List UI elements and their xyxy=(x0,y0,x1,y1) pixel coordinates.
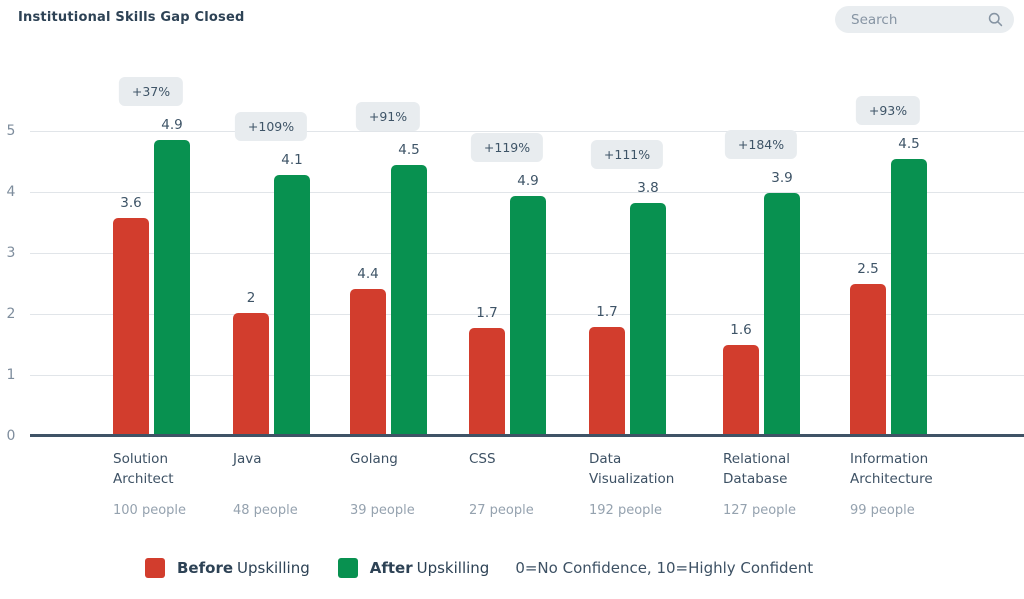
y-axis-tick-label: 5 xyxy=(6,123,16,139)
bar-after-upskilling xyxy=(764,193,800,436)
legend-label: After xyxy=(369,559,413,577)
grid-line xyxy=(30,192,1024,193)
chart-legend: Before Upskilling After Upskilling 0=No … xyxy=(145,558,813,578)
after-color-swatch xyxy=(337,558,358,578)
bar-before-upskilling xyxy=(350,288,386,436)
gain-badge: +119% xyxy=(470,133,544,163)
bar-value-label: 1.6 xyxy=(730,322,752,339)
y-axis-tick-label: 4 xyxy=(6,184,16,200)
bar-value-label: 1.7 xyxy=(596,303,618,320)
category-label: CSS xyxy=(469,451,496,467)
bar-value-label: 4.5 xyxy=(398,141,420,158)
bar-before-upskilling xyxy=(113,218,149,436)
bar-value-label: 3.8 xyxy=(637,179,659,196)
search-box[interactable] xyxy=(835,6,1014,33)
bar-value-label: 2 xyxy=(246,289,256,306)
category-label: Data Visualization xyxy=(589,451,675,487)
bar-after-upskilling xyxy=(274,174,310,436)
bar-value-label: 1.7 xyxy=(476,305,498,322)
bar-value-label: 4.1 xyxy=(281,151,303,168)
y-axis-tick-label: 0 xyxy=(6,428,16,444)
people-count: 27 people xyxy=(469,503,534,518)
legend-item-after: After Upskilling xyxy=(337,558,490,578)
gain-badge: +93% xyxy=(855,96,921,126)
grid-line xyxy=(30,131,1024,132)
bar-before-upskilling xyxy=(850,284,886,436)
category-label: Solution Architect xyxy=(113,451,174,487)
bar-value-label: 3.9 xyxy=(771,170,793,187)
bar-before-upskilling xyxy=(723,345,759,436)
bar-after-upskilling xyxy=(630,202,666,436)
legend-label: Before xyxy=(177,559,234,577)
legend-label: Upskilling xyxy=(237,559,310,577)
category-label: Relational Database xyxy=(723,451,790,487)
gain-badge: +111% xyxy=(590,139,664,169)
bar-before-upskilling xyxy=(233,312,269,436)
bar-after-upskilling xyxy=(391,164,427,436)
legend-label: Upskilling xyxy=(416,559,490,577)
bar-value-label: 3.6 xyxy=(120,195,142,212)
bar-before-upskilling xyxy=(589,326,625,436)
bar-before-upskilling xyxy=(469,328,505,436)
people-count: 100 people xyxy=(113,503,187,518)
gain-badge: +184% xyxy=(724,130,798,160)
bar-value-label: 4.5 xyxy=(898,136,920,153)
y-axis-tick-label: 2 xyxy=(6,306,16,322)
page-title: Institutional Skills Gap Closed xyxy=(18,10,245,25)
bar-value-label: 4.9 xyxy=(161,117,183,134)
gain-badge: +91% xyxy=(355,101,421,131)
bar-value-label: 4.9 xyxy=(517,173,539,190)
category-label: Java xyxy=(233,451,262,467)
category-label: Golang xyxy=(350,451,398,467)
gain-badge: +37% xyxy=(118,77,184,107)
x-axis-line xyxy=(30,434,1024,437)
people-count: 99 people xyxy=(850,503,915,518)
bar-value-label: 4.4 xyxy=(357,265,379,282)
bar-after-upskilling xyxy=(154,140,190,436)
category-label: Information Architecture xyxy=(850,451,933,487)
search-icon[interactable] xyxy=(987,11,1004,28)
people-count: 48 people xyxy=(233,503,298,518)
legend-item-before: Before Upskilling xyxy=(145,558,310,578)
search-input[interactable] xyxy=(849,10,987,29)
bar-value-label: 2.5 xyxy=(857,261,879,278)
bar-after-upskilling xyxy=(510,196,546,436)
bar-after-upskilling xyxy=(891,159,927,436)
y-axis-tick-label: 3 xyxy=(6,245,16,261)
people-count: 39 people xyxy=(350,503,415,518)
confidence-scale-note: 0=No Confidence, 10=Highly Confident xyxy=(515,559,814,577)
people-count: 192 people xyxy=(589,503,663,518)
gain-badge: +109% xyxy=(234,111,308,141)
before-color-swatch xyxy=(145,558,165,578)
people-count: 127 people xyxy=(723,503,797,518)
y-axis-tick-label: 1 xyxy=(6,367,16,383)
